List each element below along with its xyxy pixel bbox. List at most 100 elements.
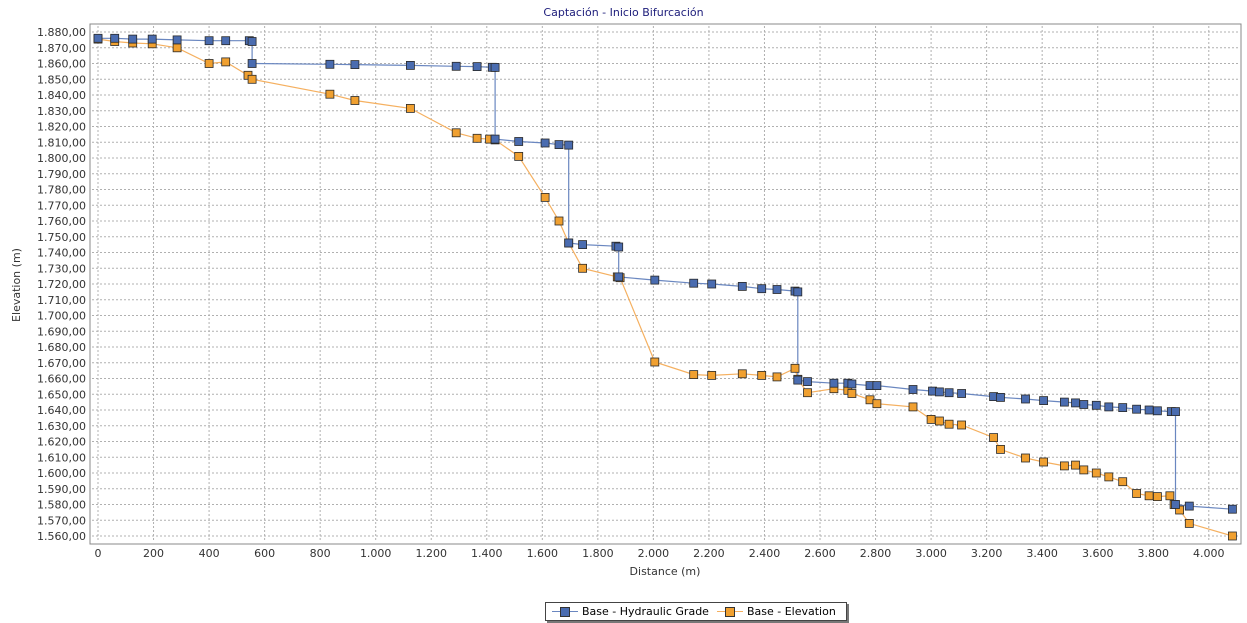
hydraulic-grade-marker — [1171, 500, 1180, 509]
y-tick-label: 1.750,00 — [37, 231, 86, 244]
y-tick-label: 1.820,00 — [37, 121, 86, 134]
x-tick-label: 0 — [95, 547, 102, 560]
y-tick-label: 1.840,00 — [37, 89, 86, 102]
elevation-marker — [540, 192, 550, 202]
legend-label-elevation: Base - Elevation — [746, 605, 836, 618]
elevation-marker — [772, 372, 782, 382]
y-tick-label: 1.770,00 — [37, 199, 86, 212]
x-tick-label: 2.000 — [638, 547, 670, 560]
elevation-marker — [472, 133, 482, 143]
y-tick-label: 1.560,00 — [37, 530, 86, 543]
hydraulic-grade-marker — [1132, 404, 1141, 414]
x-tick-label: 3.400 — [1026, 547, 1058, 560]
elevation-marker — [790, 363, 800, 373]
y-tick-label: 1.800,00 — [37, 152, 86, 165]
y-tick-label: 1.720,00 — [37, 278, 86, 291]
elevation-marker — [650, 357, 660, 367]
elevation-marker — [1060, 461, 1069, 471]
y-tick-label: 1.680,00 — [37, 341, 86, 354]
hydraulic-grade-marker — [1228, 504, 1237, 514]
x-tick-labels: 0 200 400 600 800 1.000 1.200 1.400 1.600 1.800 2.… — [95, 547, 1225, 560]
x-tick-label: 200 — [143, 547, 164, 560]
elevation-marker — [1071, 460, 1080, 470]
hydraulic-grade-marker — [564, 140, 574, 150]
hydraulic-grade-marker — [1091, 400, 1101, 410]
grid — [92, 26, 1239, 542]
elevation-marker — [1118, 477, 1128, 487]
y-tick-label: 1.610,00 — [37, 451, 86, 464]
x-axis-label: Distance (m) — [630, 565, 701, 578]
y-tick-label: 1.790,00 — [37, 168, 86, 181]
elevation-marker — [451, 128, 461, 138]
y-tick-label: 1.580,00 — [37, 499, 86, 512]
x-tick-label: 3.800 — [1137, 547, 1169, 560]
hydraulic-grade-marker — [908, 385, 918, 394]
elevation-marker — [172, 43, 182, 53]
x-tick-label: 1.200 — [415, 547, 447, 560]
legend-item-hydraulic: Base - Hydraulic Grade — [552, 605, 709, 618]
x-tick-label: 1.800 — [582, 547, 614, 560]
hydraulic-grade-marker — [944, 388, 954, 398]
y-tick-label: 1.620,00 — [37, 436, 86, 449]
hydraulic-grade-marker — [514, 137, 524, 146]
elevation-marker — [514, 151, 524, 161]
hydraulic-grade-marker — [957, 389, 966, 398]
hydraulic-grade-marker — [405, 61, 415, 70]
hydraulic-grade-marker — [110, 33, 120, 43]
elevation-marker — [707, 370, 717, 380]
y-tick-label: 1.830,00 — [37, 105, 86, 118]
hydraulic-grade-marker — [935, 387, 944, 397]
elevation-marker — [803, 388, 812, 398]
elevation-marker — [247, 74, 257, 84]
x-tick-label: 2.400 — [749, 547, 781, 560]
elevation-marker — [944, 419, 954, 429]
hydraulic-grade-marker — [689, 278, 699, 288]
y-tick-label: 1.650,00 — [37, 388, 86, 401]
hydraulic-grade-marker — [829, 378, 839, 388]
hydraulic-grade-marker — [1021, 394, 1030, 404]
hydraulic-grade-marker — [772, 285, 782, 294]
x-tick-label: 400 — [199, 547, 220, 560]
y-tick-label: 1.810,00 — [37, 136, 86, 149]
hydraulic-grade-marker — [128, 34, 138, 44]
y-tick-labels: 1.560,00 1.570,00 1.580,00 1.590,00 1.600,00… — [37, 26, 86, 543]
elevation-marker — [996, 444, 1005, 454]
x-tick-label: 2.600 — [804, 547, 836, 560]
hydraulic-grade-marker — [1104, 402, 1114, 412]
hydraulic-grade-marker — [564, 238, 574, 248]
hydraulic-grade-marker — [350, 60, 360, 69]
legend: Base - Hydraulic Grade Base - Elevation — [545, 602, 847, 621]
hydraulic-grade-marker — [172, 35, 182, 45]
elevation-marker — [405, 104, 415, 113]
y-tick-label: 1.630,00 — [37, 420, 86, 433]
elevation-marker — [1165, 491, 1175, 501]
elevation-marker — [1228, 531, 1237, 541]
series-markers — [93, 33, 1237, 541]
elevation-marker — [1144, 491, 1154, 501]
y-tick-label: 1.780,00 — [37, 184, 86, 197]
hydraulic-grade-marker — [847, 379, 857, 389]
chart-title: Captación - Inicio Bifurcación — [543, 6, 704, 19]
elevation-marker — [935, 416, 944, 426]
y-tick-label: 1.850,00 — [37, 73, 86, 86]
hydraulic-grade-marker — [472, 62, 482, 71]
hydraulic-grade-marker — [996, 392, 1005, 402]
x-tick-label: 3.200 — [971, 547, 1003, 560]
elevation-marker — [989, 433, 998, 443]
elevation-marker — [1184, 519, 1194, 528]
hydraulic-grade-marker — [650, 275, 660, 285]
elevation-marker — [1104, 472, 1114, 482]
y-tick-label: 1.640,00 — [37, 404, 86, 417]
hydraulic-grade-marker — [451, 61, 461, 71]
hydraulic-grade-marker — [757, 284, 767, 294]
hydraulic-grade-marker — [1184, 501, 1194, 511]
hydraulic-grade-marker — [1144, 405, 1154, 415]
elevation-marker — [926, 414, 936, 424]
hydraulic-grade-marker — [793, 375, 803, 385]
y-tick-label: 1.660,00 — [37, 373, 86, 386]
elevation-marker — [204, 59, 214, 68]
elevation-marker — [757, 370, 767, 380]
y-tick-label: 1.670,00 — [37, 357, 86, 370]
hydraulic-grade-marker — [490, 134, 500, 144]
